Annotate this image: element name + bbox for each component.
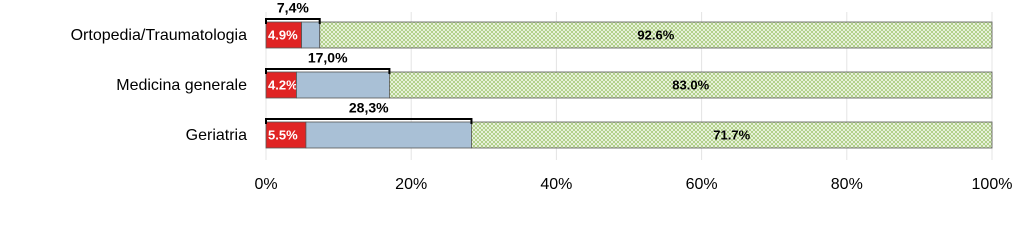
bar-segment: [296, 71, 390, 99]
bar-segment: [301, 21, 321, 49]
bar-segment: [471, 121, 993, 149]
x-tick-label: 100%: [972, 176, 1013, 193]
total-bracket: [265, 18, 321, 24]
data-label: 71.7%: [713, 127, 750, 142]
category-label: Medicina generale: [116, 77, 247, 94]
data-label: 4.9%: [268, 27, 298, 42]
bar-segment: [389, 71, 993, 99]
bar-segment: [265, 71, 297, 99]
data-label: 5.5%: [268, 127, 298, 142]
bar-segment: [319, 21, 993, 49]
category-label: Geriatria: [186, 127, 247, 144]
bar-segment: [305, 121, 472, 149]
chart: 0% 20% 40% 60% 80% 100% Ortopedia/Traumatologi…: [71, 0, 1013, 193]
total-label: 7,4%: [277, 0, 309, 16]
x-tick-label: 20%: [395, 176, 427, 193]
total-bracket: [265, 118, 473, 124]
data-label: 4.2%: [268, 77, 298, 92]
x-tick-label: 0%: [254, 176, 277, 193]
data-label: 92.6%: [637, 27, 674, 42]
data-label: 83.0%: [672, 77, 709, 92]
bar-segment: [265, 21, 302, 49]
total-label: 17,0%: [308, 50, 348, 66]
category-label: Ortopedia/Traumatologia: [71, 27, 247, 44]
x-tick-label: 60%: [686, 176, 718, 193]
x-tick-label: 40%: [540, 176, 572, 193]
x-tick-label: 80%: [831, 176, 863, 193]
total-label: 28,3%: [349, 100, 389, 116]
total-bracket: [265, 68, 391, 74]
